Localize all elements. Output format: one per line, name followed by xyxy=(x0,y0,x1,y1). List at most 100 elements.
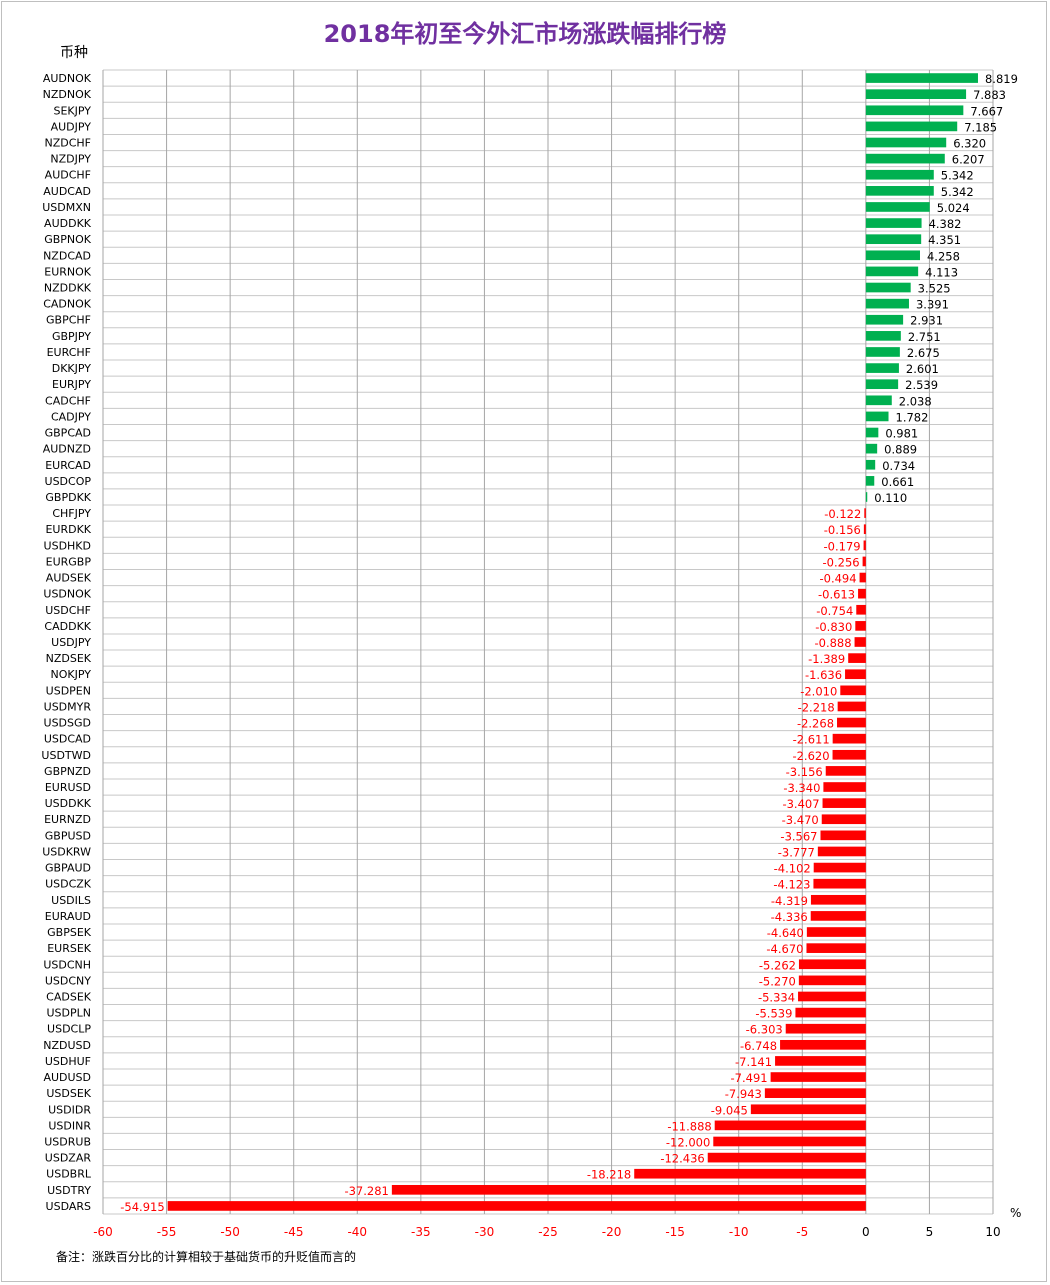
bar xyxy=(810,894,866,905)
data-label: -4.640 xyxy=(767,926,804,940)
category-label: USDMXN xyxy=(42,201,91,214)
footnote: 备注：涨跌百分比的计算相较于基础货币的升贬值而言的 xyxy=(56,1250,357,1264)
bar xyxy=(845,669,866,680)
category-label: NOKJPY xyxy=(51,668,92,681)
bar xyxy=(865,331,901,341)
category-label: USDSEK xyxy=(46,1087,91,1100)
category-label: AUDNZD xyxy=(43,443,91,456)
data-label: -0.888 xyxy=(814,636,851,650)
bar xyxy=(810,911,866,921)
data-label: 2.038 xyxy=(899,394,932,408)
data-label: -4.102 xyxy=(774,862,811,876)
data-label: -3.567 xyxy=(780,829,817,843)
x-axis-unit: % xyxy=(1010,1206,1022,1220)
bar xyxy=(865,459,876,470)
data-label: -0.256 xyxy=(823,555,860,569)
category-label: EURUSD xyxy=(45,781,91,794)
bar xyxy=(798,975,866,986)
data-label: 2.539 xyxy=(905,378,938,392)
category-label: USDPEN xyxy=(46,684,91,697)
data-label: -1.389 xyxy=(808,652,845,666)
data-label: -0.156 xyxy=(824,523,861,537)
data-label: -2.218 xyxy=(798,700,835,714)
bar xyxy=(832,749,866,760)
bar xyxy=(764,1088,866,1098)
data-label: 5.342 xyxy=(941,185,974,199)
bar xyxy=(806,943,866,953)
bar xyxy=(859,572,866,583)
category-label: EURCAD xyxy=(45,459,91,472)
data-label: 0.110 xyxy=(874,491,907,505)
data-label: 3.391 xyxy=(916,298,949,312)
bar xyxy=(825,766,866,776)
category-label: GBPJPY xyxy=(52,330,91,343)
category-label: NZDJPY xyxy=(50,153,91,166)
category-label: USDMYR xyxy=(44,700,92,713)
bar xyxy=(865,202,930,212)
category-label: GBPDKK xyxy=(45,491,91,504)
category-label: NZDUSD xyxy=(43,1039,91,1052)
category-label: USDCNH xyxy=(43,958,91,971)
x-tick-label: -20 xyxy=(602,1225,622,1239)
category-label: DKKJPY xyxy=(52,362,92,375)
category-label: USDHKD xyxy=(44,539,91,552)
category-label: AUDCHF xyxy=(45,169,91,182)
bar xyxy=(854,637,866,647)
data-label: -0.179 xyxy=(824,539,861,553)
data-label: -4.123 xyxy=(773,878,810,892)
category-label: GBPUSD xyxy=(45,829,91,842)
category-label: EURGBP xyxy=(46,555,92,568)
x-tick-label: -25 xyxy=(538,1225,558,1239)
data-label: 6.320 xyxy=(953,137,986,151)
bar xyxy=(780,1039,866,1050)
bar xyxy=(840,685,866,696)
bar xyxy=(391,1184,866,1195)
category-label: USDCAD xyxy=(44,733,91,746)
y-axis-label: 币种 xyxy=(60,45,88,61)
category-label: EURJPY xyxy=(52,378,91,391)
data-label: -2.611 xyxy=(793,733,830,747)
bar xyxy=(855,621,866,631)
bar xyxy=(865,282,911,293)
data-label: 4.382 xyxy=(929,217,962,231)
x-tick-label: 5 xyxy=(926,1225,934,1239)
category-label: EURNZD xyxy=(44,813,91,826)
bar xyxy=(822,798,866,808)
x-tick-label: -5 xyxy=(796,1225,808,1239)
bar xyxy=(167,1201,866,1211)
bar xyxy=(770,1072,866,1082)
category-label: NZDDKK xyxy=(44,282,92,295)
bar xyxy=(775,1056,866,1066)
data-label: 2.601 xyxy=(906,362,939,376)
data-label: 4.258 xyxy=(927,249,960,263)
data-label: -3.777 xyxy=(778,845,815,859)
bar xyxy=(865,443,878,454)
category-label: AUDJPY xyxy=(51,120,92,133)
data-label: -4.319 xyxy=(771,894,808,908)
bar xyxy=(820,830,866,841)
data-label: -0.830 xyxy=(815,620,852,634)
data-label: 0.981 xyxy=(885,427,918,441)
category-label: USDCZK xyxy=(45,878,92,891)
bar xyxy=(865,218,922,228)
bar xyxy=(865,411,889,422)
data-label: -2.620 xyxy=(792,749,829,763)
bar xyxy=(865,314,904,325)
bar xyxy=(856,604,866,615)
category-label: USDINR xyxy=(48,1119,91,1132)
category-label: GBPCHF xyxy=(46,314,91,327)
data-label: -7.491 xyxy=(731,1071,768,1085)
category-label: CADNOK xyxy=(43,298,92,311)
bar xyxy=(837,701,866,712)
data-label: 4.351 xyxy=(928,233,961,247)
data-label: -37.281 xyxy=(344,1184,388,1198)
bar xyxy=(823,782,866,792)
category-label: GBPNOK xyxy=(44,233,92,246)
bar xyxy=(865,250,920,261)
category-label: USDHUF xyxy=(45,1055,91,1068)
data-label: -5.539 xyxy=(755,1007,792,1021)
data-label: -3.470 xyxy=(782,813,819,827)
bar xyxy=(865,186,934,196)
